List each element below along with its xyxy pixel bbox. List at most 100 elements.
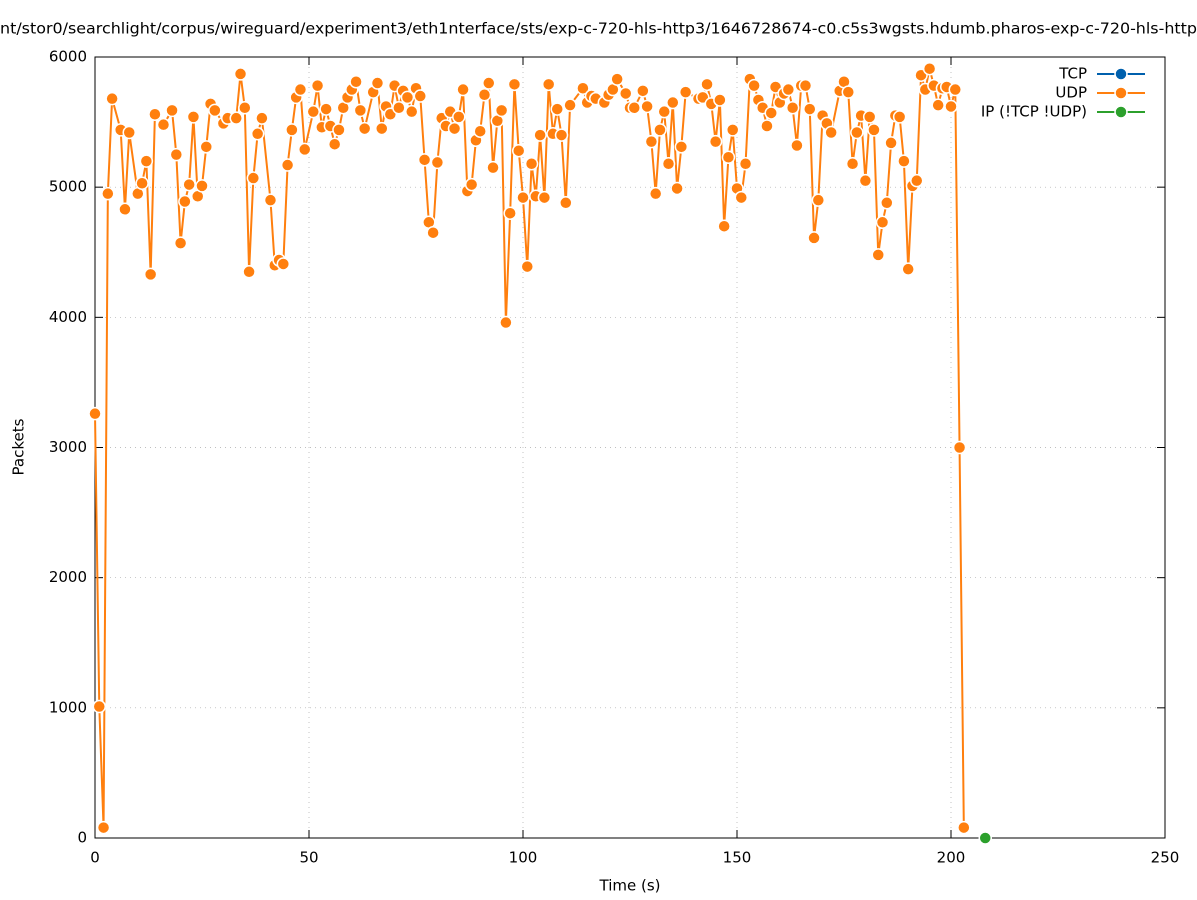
data-point bbox=[541, 77, 556, 92]
data-point bbox=[747, 78, 761, 93]
data-point bbox=[897, 154, 911, 168]
data-point bbox=[717, 219, 731, 233]
data-point bbox=[880, 196, 894, 210]
data-point bbox=[306, 104, 321, 119]
data-point bbox=[948, 82, 963, 97]
data-point bbox=[648, 186, 663, 201]
data-point bbox=[618, 86, 633, 101]
data-point bbox=[229, 111, 243, 125]
data-point bbox=[413, 89, 428, 103]
data-point bbox=[845, 156, 860, 171]
data-point bbox=[713, 93, 727, 107]
data-point bbox=[186, 110, 201, 124]
x-axis-label: Time (s) bbox=[599, 877, 661, 895]
data-point bbox=[233, 67, 248, 81]
data-point bbox=[285, 123, 299, 137]
data-point bbox=[507, 77, 522, 92]
y-tick-label: 5000 bbox=[49, 178, 87, 196]
data-point bbox=[276, 257, 291, 271]
data-point bbox=[952, 440, 967, 455]
data-point bbox=[101, 186, 115, 201]
data-point bbox=[447, 121, 462, 136]
data-point bbox=[901, 262, 915, 276]
data-point bbox=[404, 104, 419, 119]
data-point bbox=[764, 106, 778, 120]
data-point bbox=[910, 173, 924, 188]
data-point bbox=[357, 121, 372, 136]
data-point bbox=[370, 76, 385, 90]
data-point bbox=[661, 156, 676, 171]
data-point bbox=[169, 147, 184, 162]
data-point bbox=[944, 99, 958, 114]
data-point bbox=[148, 107, 162, 122]
data-point bbox=[464, 177, 479, 192]
data-point bbox=[456, 82, 470, 97]
data-point bbox=[666, 95, 680, 110]
data-point bbox=[430, 155, 445, 170]
y-tick-label: 1000 bbox=[49, 698, 87, 716]
data-point bbox=[255, 111, 269, 125]
data-point bbox=[670, 181, 684, 196]
data-point bbox=[477, 87, 492, 102]
data-point bbox=[375, 121, 389, 136]
data-point bbox=[297, 142, 312, 157]
data-point bbox=[173, 236, 188, 250]
x-tick-label: 150 bbox=[723, 849, 752, 867]
data-point bbox=[135, 176, 149, 191]
data-point bbox=[871, 248, 885, 262]
data-point bbox=[242, 265, 256, 279]
data-point bbox=[238, 101, 252, 115]
data-point bbox=[824, 125, 838, 140]
data-point bbox=[760, 119, 774, 133]
legend-swatch bbox=[1114, 86, 1128, 100]
data-point bbox=[892, 110, 907, 124]
data-point bbox=[486, 160, 500, 175]
data-point bbox=[520, 259, 535, 274]
data-point bbox=[884, 136, 898, 150]
data-point bbox=[263, 193, 278, 207]
y-tick-label: 3000 bbox=[49, 438, 87, 456]
y-tick-label: 4000 bbox=[49, 308, 87, 326]
data-point bbox=[143, 267, 158, 282]
data-point bbox=[978, 831, 992, 845]
y-tick-label: 0 bbox=[77, 829, 87, 847]
data-point bbox=[610, 72, 624, 86]
data-point bbox=[785, 101, 800, 115]
data-point bbox=[640, 99, 654, 114]
x-tick-label: 0 bbox=[90, 849, 100, 867]
legend-label: UDP bbox=[1055, 84, 1087, 102]
data-point bbox=[957, 820, 971, 835]
data-point bbox=[199, 140, 214, 154]
data-point bbox=[96, 820, 111, 835]
data-point bbox=[250, 127, 265, 141]
data-point bbox=[636, 84, 650, 98]
x-tick-label: 200 bbox=[937, 849, 966, 867]
data-point bbox=[400, 90, 415, 105]
y-tick-label: 6000 bbox=[49, 48, 87, 66]
data-point bbox=[319, 102, 333, 116]
data-point bbox=[862, 110, 877, 124]
data-point bbox=[700, 77, 714, 92]
data-point bbox=[516, 190, 530, 205]
data-point bbox=[494, 103, 509, 118]
data-point bbox=[88, 406, 102, 421]
data-point bbox=[554, 128, 569, 142]
data-point bbox=[931, 98, 945, 112]
data-point bbox=[576, 81, 590, 95]
data-point bbox=[122, 125, 136, 140]
data-point bbox=[156, 117, 171, 132]
data-point bbox=[310, 78, 325, 93]
data-point bbox=[644, 134, 659, 149]
data-point bbox=[182, 177, 196, 192]
data-point bbox=[327, 137, 342, 151]
data-point bbox=[353, 103, 368, 118]
data-point bbox=[811, 193, 826, 207]
data-point bbox=[725, 123, 740, 137]
y-tick-label: 2000 bbox=[49, 568, 87, 586]
data-point bbox=[550, 102, 564, 116]
data-point bbox=[798, 78, 813, 93]
data-point bbox=[195, 179, 209, 193]
data-point bbox=[781, 82, 796, 97]
data-point bbox=[511, 143, 526, 158]
